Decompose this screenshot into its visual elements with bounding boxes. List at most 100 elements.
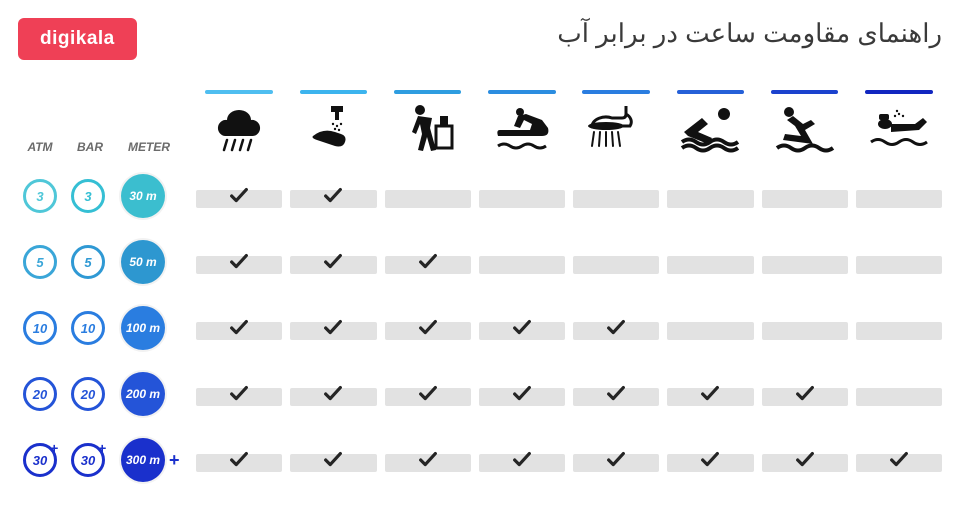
row-cells [196,316,942,340]
shower-icon [586,102,646,154]
table-row: 10 10 100 m [18,304,942,352]
cell [385,388,471,406]
activity-bar [488,90,555,94]
cell [573,256,659,274]
activity-scuba [856,90,942,154]
rain-icon [209,102,269,154]
cell [762,388,848,406]
row-units: 10 10 100 m [18,306,188,350]
cell [762,190,848,208]
cell [856,388,942,406]
activity-swim [667,90,753,154]
cell [196,190,282,208]
cell [196,388,282,406]
cell [385,256,471,274]
row-cells [196,448,942,472]
row-cells [196,250,942,274]
row-units: 30+ 30+ 300 m+ [18,438,188,482]
cell [667,388,753,406]
atm-value: 20 [23,377,57,411]
activity-bar [865,90,932,94]
cell [290,190,376,208]
wash-icon [303,102,363,154]
cell [856,190,942,208]
header-bar: BAR [68,140,112,154]
meter-value: 300 m [121,438,165,482]
plus-indicator: + [169,450,180,471]
row-units: 55 50 m [18,240,188,284]
cell [667,256,753,274]
header-row: ATM BAR METER [18,90,942,154]
cell [290,322,376,340]
activity-wash [290,90,376,154]
row-units: 33 30 m [18,174,188,218]
cell [479,388,565,406]
activity-work [385,90,471,154]
activity-bar [205,90,272,94]
row-cells [196,382,942,406]
bar-value: 20 [71,377,105,411]
cell [856,322,942,340]
cell [479,454,565,472]
cell [479,322,565,340]
table-row: 55 50 m [18,238,942,286]
cell [667,190,753,208]
bar-value: 5 [71,245,105,279]
activity-jetski [479,90,565,154]
activity-bar [771,90,838,94]
jetski-icon [492,102,552,154]
data-rows: 33 30 m 55 50 m 10 10 100 m 20 20 200 m 30+ 30+ 300 … [18,172,942,484]
page-title: راهنمای مقاومت ساعت در برابر آب [557,18,942,49]
meter-value: 50 m [121,240,165,284]
cell [856,256,942,274]
meter-value: 100 m [121,306,165,350]
cell [762,256,848,274]
table-row: 20 20 200 m [18,370,942,418]
dive-icon [775,102,835,154]
cell [290,256,376,274]
activity-bar [677,90,744,94]
cell [196,256,282,274]
unit-headers: ATM BAR METER [18,140,188,154]
cell [762,454,848,472]
cell [573,388,659,406]
cell [196,454,282,472]
cell [573,454,659,472]
cell [196,322,282,340]
cell [573,190,659,208]
bar-value: 30+ [71,443,105,477]
activity-dive [762,90,848,154]
work-icon [398,102,458,154]
cell [479,256,565,274]
atm-value: 10 [23,311,57,345]
table-row: 33 30 m [18,172,942,220]
cell [479,190,565,208]
cell [573,322,659,340]
atm-value: 3 [23,179,57,213]
cell [385,454,471,472]
atm-value: 5 [23,245,57,279]
row-cells [196,184,942,208]
cell [762,322,848,340]
scuba-icon [869,102,929,154]
activity-bar [300,90,367,94]
meter-value: 30 m [121,174,165,218]
cell [290,388,376,406]
activity-bar [394,90,461,94]
bar-value: 10 [71,311,105,345]
cell [290,454,376,472]
cell [667,454,753,472]
logo-badge: digikala [18,18,137,60]
cell [385,322,471,340]
activity-headers [196,90,942,154]
swim-icon [680,102,740,154]
bar-value: 3 [71,179,105,213]
atm-value: 30+ [23,443,57,477]
activity-bar [582,90,649,94]
meter-value: 200 m [121,372,165,416]
table-row: 30+ 30+ 300 m+ [18,436,942,484]
row-units: 20 20 200 m [18,372,188,416]
cell [667,322,753,340]
cell [856,454,942,472]
header-atm: ATM [18,140,62,154]
